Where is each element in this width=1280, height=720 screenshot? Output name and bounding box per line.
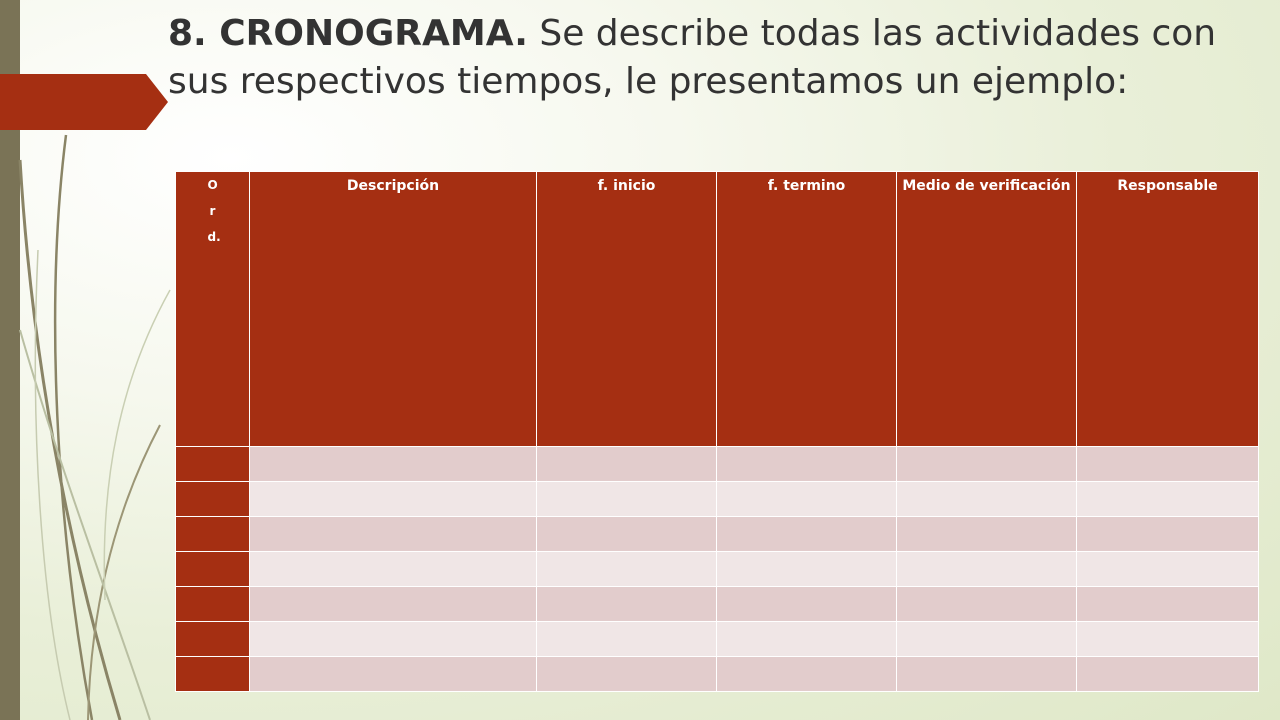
table-cell-ord <box>175 656 250 692</box>
table-row <box>175 586 1259 622</box>
table-cell <box>1076 516 1259 552</box>
header-responsable: Responsable <box>1076 171 1259 447</box>
table-cell <box>896 586 1077 622</box>
table-cell <box>716 656 897 692</box>
table-cell <box>716 516 897 552</box>
table-cell-ord <box>175 621 250 657</box>
slide-title: 8. CRONOGRAMA. Se describe todas las act… <box>168 10 1268 106</box>
header-medio-de-verificacion: Medio de verificación <box>896 171 1077 447</box>
table-cell <box>896 656 1077 692</box>
table-body <box>175 446 1259 692</box>
table-cell <box>716 586 897 622</box>
table-cell <box>896 446 1077 482</box>
header-ord: Ord. <box>175 171 250 447</box>
table-cell <box>249 551 537 587</box>
table-cell <box>249 586 537 622</box>
table-cell <box>536 621 717 657</box>
table-cell <box>249 481 537 517</box>
title-arrow-marker <box>0 74 168 130</box>
table-cell <box>536 551 717 587</box>
table-cell-ord <box>175 516 250 552</box>
table-cell <box>1076 446 1259 482</box>
schedule-table: Ord. Descripción f. inicio f. termino Me… <box>175 171 1259 692</box>
table-cell <box>716 446 897 482</box>
table-cell <box>1076 586 1259 622</box>
table-cell <box>896 551 1077 587</box>
table-cell <box>536 586 717 622</box>
left-accent-bar <box>0 0 20 720</box>
title-rest-part: Se describe todas las actividades con su… <box>168 13 1217 102</box>
table-cell <box>1076 656 1259 692</box>
table-cell <box>896 516 1077 552</box>
table-row <box>175 516 1259 552</box>
table-row <box>175 551 1259 587</box>
header-descripcion: Descripción <box>249 171 537 447</box>
table-cell <box>896 621 1077 657</box>
table-cell-ord <box>175 446 250 482</box>
table-cell <box>249 516 537 552</box>
table-cell <box>536 656 717 692</box>
table-cell <box>249 621 537 657</box>
table-cell-ord <box>175 551 250 587</box>
table-cell <box>536 516 717 552</box>
table-cell <box>716 481 897 517</box>
table-row <box>175 481 1259 517</box>
table-cell <box>716 551 897 587</box>
table-cell <box>536 481 717 517</box>
table-cell <box>536 446 717 482</box>
table-row <box>175 446 1259 482</box>
table-cell <box>249 656 537 692</box>
table-cell-ord <box>175 481 250 517</box>
header-f-inicio: f. inicio <box>536 171 717 447</box>
table-row <box>175 656 1259 692</box>
table-cell <box>1076 551 1259 587</box>
table-header-row: Ord. Descripción f. inicio f. termino Me… <box>175 171 1259 447</box>
table-cell <box>716 621 897 657</box>
table-cell <box>249 446 537 482</box>
table-cell <box>896 481 1077 517</box>
table-cell-ord <box>175 586 250 622</box>
title-bold-part: 8. CRONOGRAMA. <box>168 13 528 54</box>
table-row <box>175 621 1259 657</box>
header-f-termino: f. termino <box>716 171 897 447</box>
table-cell <box>1076 481 1259 517</box>
table-cell <box>1076 621 1259 657</box>
